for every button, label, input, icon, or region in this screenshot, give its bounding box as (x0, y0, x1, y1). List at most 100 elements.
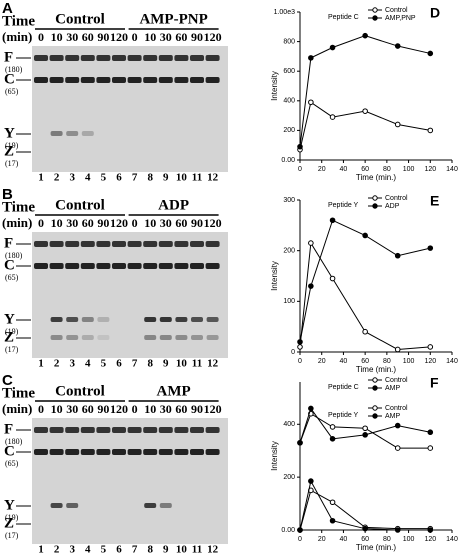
band (174, 55, 189, 61)
band (158, 55, 173, 61)
time-value: 60 (175, 216, 187, 230)
band (49, 77, 64, 83)
lane-number: 12 (207, 172, 219, 184)
band (112, 449, 126, 455)
band (80, 427, 95, 433)
band (66, 503, 79, 508)
time-value: 30 (160, 30, 172, 44)
y-tick-label: 200 (283, 248, 295, 255)
y-axis-label: Intensity (270, 261, 279, 291)
band-label: C (4, 71, 15, 87)
band (34, 241, 48, 247)
data-point (329, 44, 336, 51)
y-tick-label: 200 (283, 127, 295, 134)
x-tick-label: 0 (298, 358, 302, 365)
x-tick-label: 140 (446, 358, 458, 365)
x-tick-label: 20 (318, 358, 326, 365)
data-point (394, 43, 401, 49)
band-label: Y (4, 497, 15, 513)
time-unit: (min) (2, 215, 32, 230)
time-value: 60 (175, 30, 187, 44)
band (159, 503, 172, 508)
panel-letter: B (2, 186, 13, 203)
y-tick-label: 300 (283, 197, 295, 204)
x-axis-label: Time (min.) (356, 365, 396, 374)
time-value: 90 (191, 402, 203, 416)
y-tick-label: 600 (283, 68, 295, 75)
lane-number: 10 (176, 544, 188, 556)
x-tick-label: 20 (318, 166, 326, 173)
gel-image (32, 418, 228, 544)
group-label: AMP (157, 383, 191, 399)
band (34, 427, 48, 433)
time-value: 0 (38, 216, 44, 230)
data-point (297, 527, 303, 533)
time-value: 120 (204, 30, 222, 44)
lane-number: 3 (69, 544, 75, 556)
time-value: 90 (191, 30, 203, 44)
band-size: (19) (5, 141, 19, 150)
legend-label: Control (385, 7, 408, 14)
lane-number: 2 (54, 172, 60, 184)
time-value: 30 (66, 216, 78, 230)
data-point (329, 217, 336, 224)
band (34, 55, 48, 61)
band (143, 449, 158, 455)
data-point (362, 328, 368, 335)
x-tick-label: 40 (340, 166, 348, 173)
lane-number: 1 (38, 172, 44, 184)
band (143, 241, 158, 247)
time-value: 10 (51, 402, 63, 416)
data-point (427, 50, 434, 57)
band (49, 241, 64, 247)
time-value: 90 (97, 216, 109, 230)
panel-letter: D (430, 5, 440, 21)
band (81, 131, 94, 136)
band (205, 241, 220, 247)
band (206, 317, 219, 322)
band-label: F (4, 421, 13, 437)
lane-number: 7 (132, 544, 138, 556)
lane-number: 8 (147, 172, 153, 184)
band (65, 263, 80, 269)
band (96, 55, 111, 61)
band (96, 241, 111, 247)
y-tick-label: 400 (283, 98, 295, 105)
time-value: 90 (191, 216, 203, 230)
legend-marker (372, 385, 378, 391)
x-tick-label: 120 (424, 166, 436, 173)
legend-marker (372, 15, 378, 21)
lane-number: 6 (116, 544, 122, 556)
band (34, 263, 48, 269)
data-point (362, 432, 368, 438)
y-tick-label: 0 (291, 349, 295, 356)
series-line (299, 479, 431, 531)
lane-number: 5 (101, 172, 107, 184)
gel-image (32, 232, 228, 358)
data-point (427, 445, 434, 451)
data-point (297, 439, 303, 446)
data-point (362, 425, 368, 432)
legend-label: AMP,PNP (385, 15, 416, 22)
band (80, 77, 95, 83)
lane-number: 7 (132, 358, 138, 370)
band (34, 449, 48, 455)
legend-group: Peptide Y (328, 202, 359, 209)
band (143, 427, 158, 433)
lane-number: 12 (207, 544, 219, 556)
time-unit: (min) (2, 29, 32, 44)
band-size: (19) (5, 513, 19, 522)
lane-number: 11 (192, 544, 202, 556)
band (158, 427, 173, 433)
band (49, 427, 64, 433)
band-label: Z (4, 329, 14, 345)
band (190, 427, 204, 433)
band-size: (17) (5, 531, 19, 540)
data-point (308, 240, 314, 246)
data-point (394, 422, 401, 429)
data-point (308, 283, 314, 289)
series-line (299, 219, 431, 342)
band-size: (19) (5, 327, 19, 336)
band (112, 55, 126, 61)
data-point (329, 436, 336, 442)
